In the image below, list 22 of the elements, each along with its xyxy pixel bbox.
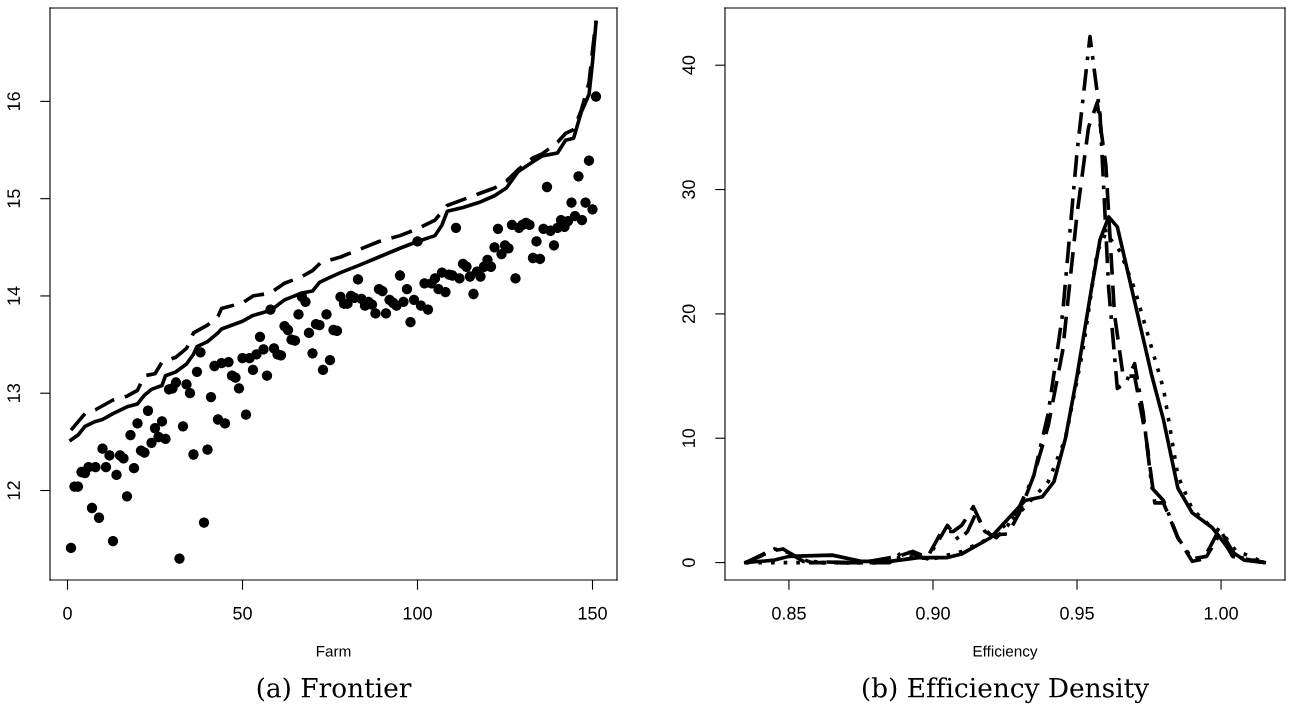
x-tick-label: 1.00 bbox=[1204, 606, 1238, 620]
y-tick-label: 13 bbox=[7, 383, 21, 402]
x-tick-label: 100 bbox=[403, 606, 432, 620]
y-tick-label: 10 bbox=[682, 428, 696, 447]
y-tick-label: 15 bbox=[7, 189, 21, 208]
x-axis-title: Farm bbox=[316, 646, 351, 657]
x-tick-label: 0.85 bbox=[772, 606, 806, 620]
text: (a) Frontier bbox=[257, 677, 412, 702]
x-tick-label: 150 bbox=[578, 606, 607, 620]
x-tick-label: 0.95 bbox=[1060, 606, 1094, 620]
x-tick-label: 0.90 bbox=[916, 606, 950, 620]
y-tick-label: 16 bbox=[7, 92, 21, 111]
y-tick-label: 0 bbox=[682, 558, 696, 567]
x-axis-title: Efficiency bbox=[973, 645, 1038, 660]
y-tick-label: 40 bbox=[682, 55, 696, 75]
y-tick-label: 12 bbox=[7, 481, 20, 500]
x-tick-label: 50 bbox=[233, 606, 252, 620]
y-tick-label: 14 bbox=[7, 286, 20, 305]
y-tick-label: 30 bbox=[682, 180, 696, 199]
text: (b) Efficiency Density bbox=[862, 677, 1150, 704]
x-tick-label: 0 bbox=[63, 606, 72, 620]
y-tick-label: 20 bbox=[682, 304, 696, 324]
